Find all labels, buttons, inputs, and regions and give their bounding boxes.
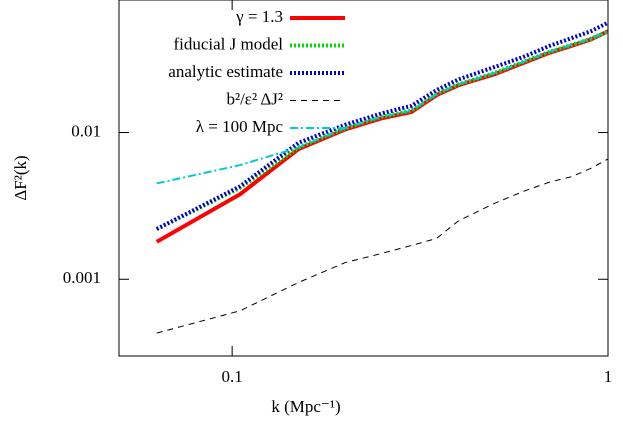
legend-label: γ = 1.3 bbox=[235, 7, 283, 26]
legend-label: λ = 100 Mpc bbox=[196, 117, 284, 136]
series-line bbox=[155, 20, 609, 231]
plot-frame bbox=[118, 0, 609, 357]
series-line bbox=[156, 158, 609, 334]
x-tick-label: 0.1 bbox=[222, 367, 243, 386]
x-tick-label: 1 bbox=[604, 367, 613, 386]
legend-label: fiducial J model bbox=[173, 34, 283, 53]
y-axis-label: ΔF²(k) bbox=[11, 155, 30, 200]
y-tick-label: 0.001 bbox=[63, 268, 101, 287]
x-axis-label: k (Mpc⁻¹) bbox=[271, 397, 340, 416]
legend-label: analytic estimate bbox=[168, 62, 283, 81]
series-line bbox=[156, 30, 609, 185]
y-tick-label: 0.01 bbox=[71, 121, 101, 140]
legend-label: b²/ε² ΔJ² bbox=[226, 89, 283, 108]
